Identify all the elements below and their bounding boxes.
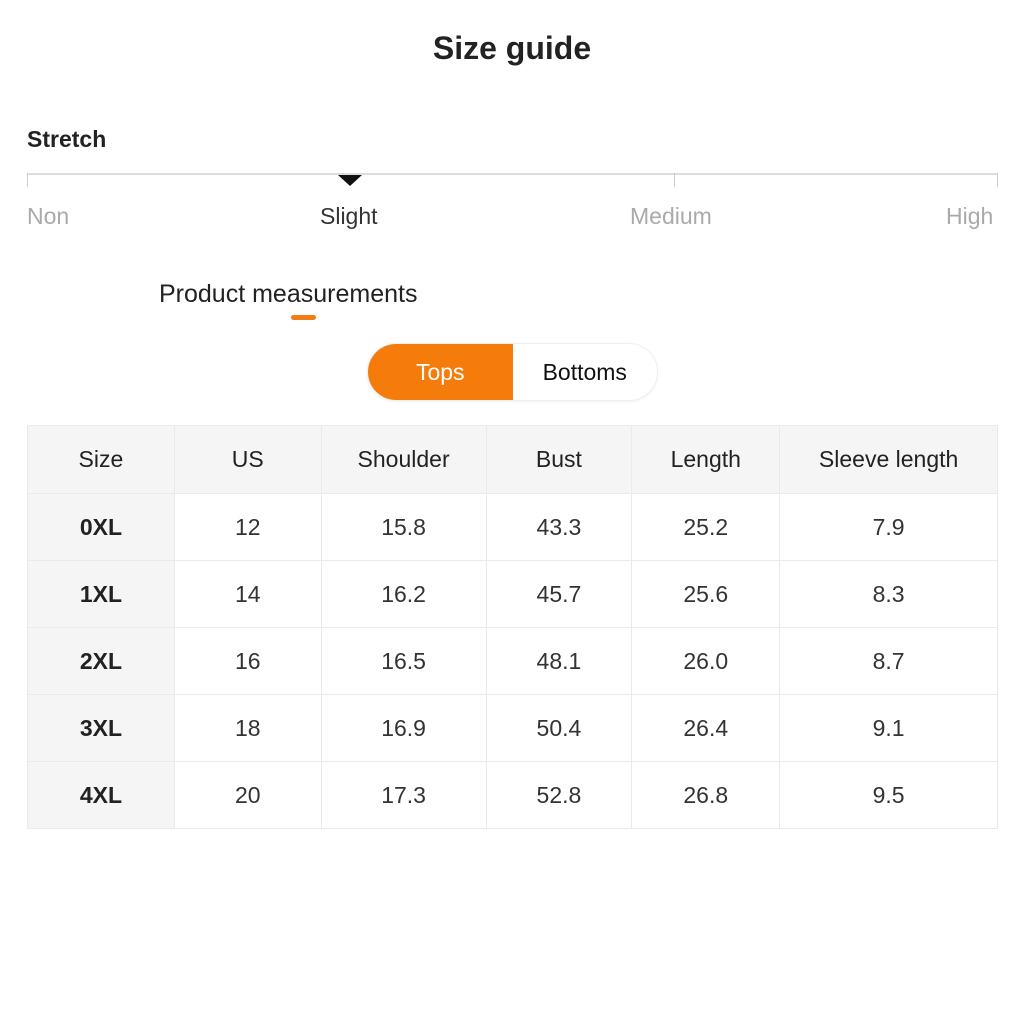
table-cell: 26.0: [631, 627, 781, 695]
table-cell: 12: [173, 493, 322, 561]
table-cell: 50.4: [485, 694, 633, 762]
size-cell: 3XL: [27, 694, 175, 762]
stretch-tick: [27, 173, 28, 187]
table-cell: 48.1: [485, 627, 633, 695]
tops-button[interactable]: Tops: [368, 344, 513, 400]
table-cell: 18: [173, 694, 322, 762]
stretch-level-non: Non: [27, 203, 70, 229]
column-header: Sleeve length: [779, 425, 998, 494]
column-header: Shoulder: [320, 425, 487, 494]
table-row: 3XL 18 16.9 50.4 26.4 9.1: [27, 694, 998, 762]
table-cell: 45.7: [485, 560, 633, 628]
table-cell: 14: [173, 560, 322, 628]
size-cell: 4XL: [27, 761, 175, 829]
tab-product-measurements[interactable]: Product measurements: [159, 280, 418, 308]
table-row: 1XL 14 16.2 45.7 25.6 8.3: [27, 560, 998, 628]
table-row: 4XL 20 17.3 52.8 26.8 9.5: [27, 761, 998, 829]
table-cell: 20: [173, 761, 322, 829]
table-cell: 16.2: [320, 560, 487, 628]
column-header: Bust: [485, 425, 633, 494]
stretch-level-medium: Medium: [630, 203, 712, 229]
size-cell: 0XL: [27, 493, 175, 561]
size-cell: 2XL: [27, 627, 175, 695]
table-cell: 8.7: [779, 627, 998, 695]
table-cell: 9.1: [779, 694, 998, 762]
table-cell: 26.8: [631, 761, 781, 829]
table-cell: 52.8: [485, 761, 633, 829]
stretch-track: [27, 173, 998, 175]
table-row: 2XL 16 16.5 48.1 26.0 8.7: [27, 627, 998, 695]
table-cell: 16.5: [320, 627, 487, 695]
stretch-label: Stretch: [27, 126, 107, 152]
size-cell: 1XL: [27, 560, 175, 628]
table-cell: 26.4: [631, 694, 781, 762]
table-cell: 9.5: [779, 761, 998, 829]
table-cell: 25.2: [631, 493, 781, 561]
table-cell: 25.6: [631, 560, 781, 628]
size-table: Size US Shoulder Bust Length Sleeve length 0X…: [27, 425, 998, 829]
table-cell: 16: [173, 627, 322, 695]
column-header: Size: [27, 425, 175, 494]
table-cell: 15.8: [320, 493, 487, 561]
stretch-tick: [997, 173, 998, 187]
table-cell: 17.3: [320, 761, 487, 829]
bottoms-button[interactable]: Bottoms: [512, 344, 657, 400]
stretch-tick: [674, 173, 675, 187]
stretch-level-slight: Slight: [320, 203, 378, 229]
table-cell: 43.3: [485, 493, 633, 561]
table-cell: 8.3: [779, 560, 998, 628]
page-title: Size guide: [432, 30, 592, 66]
table-cell: 7.9: [779, 493, 998, 561]
table-cell: 16.9: [320, 694, 487, 762]
tab-active-indicator: [291, 315, 316, 320]
column-header: US: [173, 425, 322, 494]
stretch-level-high: High: [946, 203, 994, 229]
column-header: Length: [631, 425, 781, 494]
stretch-pointer-icon: [338, 175, 362, 186]
table-row: 0XL 12 15.8 43.3 25.2 7.9: [27, 493, 998, 561]
category-toggle: Tops Bottoms: [367, 343, 658, 401]
